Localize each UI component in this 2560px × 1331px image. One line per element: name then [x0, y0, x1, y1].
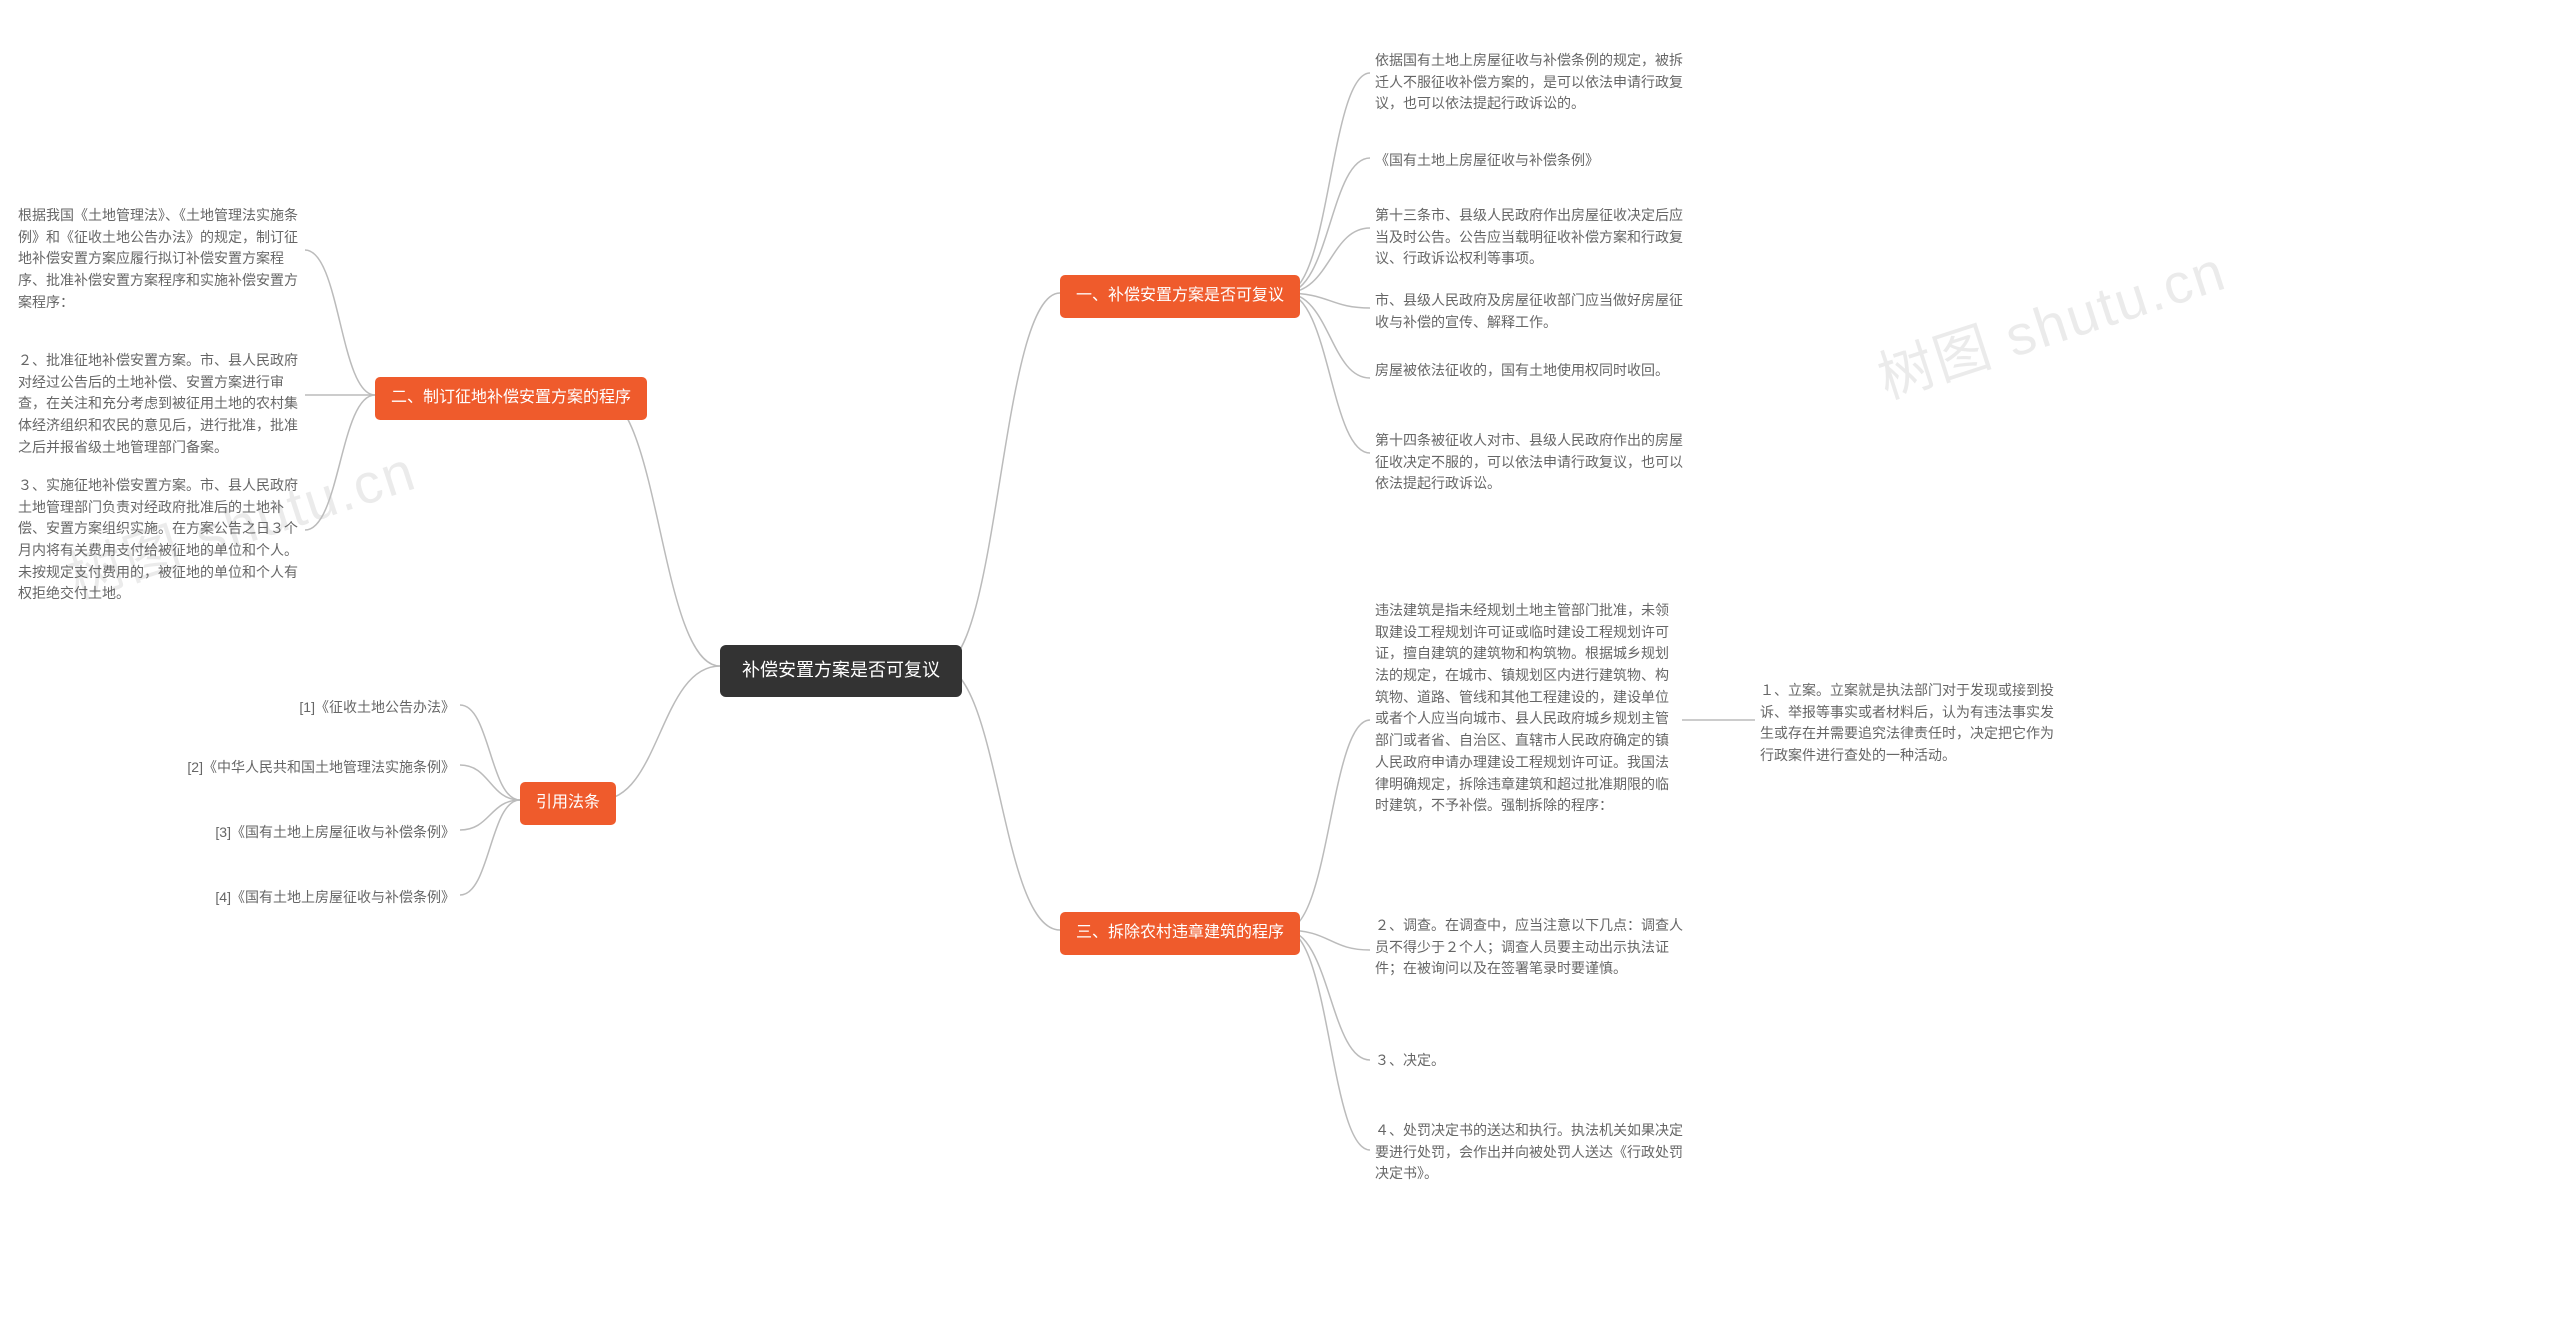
leaf-r2-3: ４、处罚决定书的送达和执行。执法机关如果决定要进行处罚，会作出并向被处罚人送达《…: [1375, 1120, 1685, 1185]
branch-right-1: 一、补偿安置方案是否可复议: [1060, 275, 1300, 318]
leaf-l2-0: [1]《征收土地公告办法》: [255, 697, 455, 719]
leaf-r1-2: 第十三条市、县级人民政府作出房屋征收决定后应当及时公告。公告应当载明征收补偿方案…: [1375, 205, 1685, 270]
leaf-r1-1: 《国有土地上房屋征收与补偿条例》: [1375, 150, 1599, 172]
watermark-right: 树图 shutu.cn: [1866, 226, 2235, 415]
leaf-l2-1: [2]《中华人民共和国土地管理法实施条例》: [160, 757, 455, 779]
leaf-l2-2: [3]《国有土地上房屋征收与补偿条例》: [180, 822, 455, 844]
connector-layer: [0, 0, 2560, 1331]
leaf-l1-2: ３、实施征地补偿安置方案。市、县人民政府土地管理部门负责对经政府批准后的土地补偿…: [18, 475, 308, 605]
leaf-l2-3: [4]《国有土地上房屋征收与补偿条例》: [180, 887, 455, 909]
leaf-r2-0: 违法建筑是指未经规划土地主管部门批准，未领取建设工程规划许可证或临时建设工程规划…: [1375, 600, 1680, 817]
leaf-r2-2: ３、决定。: [1375, 1050, 1445, 1072]
leaf-l1-0-0: １、拟订补偿安置方案。市、县政府土地管理部门会同有关部门，根据土地登记资料、现场…: [0, 135, 5, 352]
leaf-r1-5: 第十四条被征收人对市、县级人民政府作出的房屋征收决定不服的，可以依法申请行政复议…: [1375, 430, 1685, 495]
leaf-l1-1: ２、批准征地补偿安置方案。市、县人民政府对经过公告后的土地补偿、安置方案进行审查…: [18, 350, 308, 458]
leaf-r1-4: 房屋被依法征收的，国有土地使用权同时收回。: [1375, 360, 1669, 382]
leaf-r2-1: ２、调查。在调查中，应当注意以下几点：调查人员不得少于２个人；调查人员要主动出示…: [1375, 915, 1685, 980]
leaf-l1-0: 根据我国《土地管理法》、《土地管理法实施条例》和《征收土地公告办法》的规定，制订…: [18, 205, 308, 313]
root-node: 补偿安置方案是否可复议: [720, 645, 962, 697]
leaf-r1-3: 市、县级人民政府及房屋征收部门应当做好房屋征收与补偿的宣传、解释工作。: [1375, 290, 1685, 333]
leaf-r1-0: 依据国有土地上房屋征收与补偿条例的规定，被拆迁人不服征收补偿方案的，是可以依法申…: [1375, 50, 1685, 115]
leaf-r2-0-0: １、立案。立案就是执法部门对于发现或接到投诉、举报等事实或者材料后，认为有违法事…: [1760, 680, 2060, 767]
branch-left-1: 二、制订征地补偿安置方案的程序: [375, 377, 647, 420]
branch-left-2: 引用法条: [520, 782, 616, 825]
branch-right-2: 三、拆除农村违章建筑的程序: [1060, 912, 1300, 955]
